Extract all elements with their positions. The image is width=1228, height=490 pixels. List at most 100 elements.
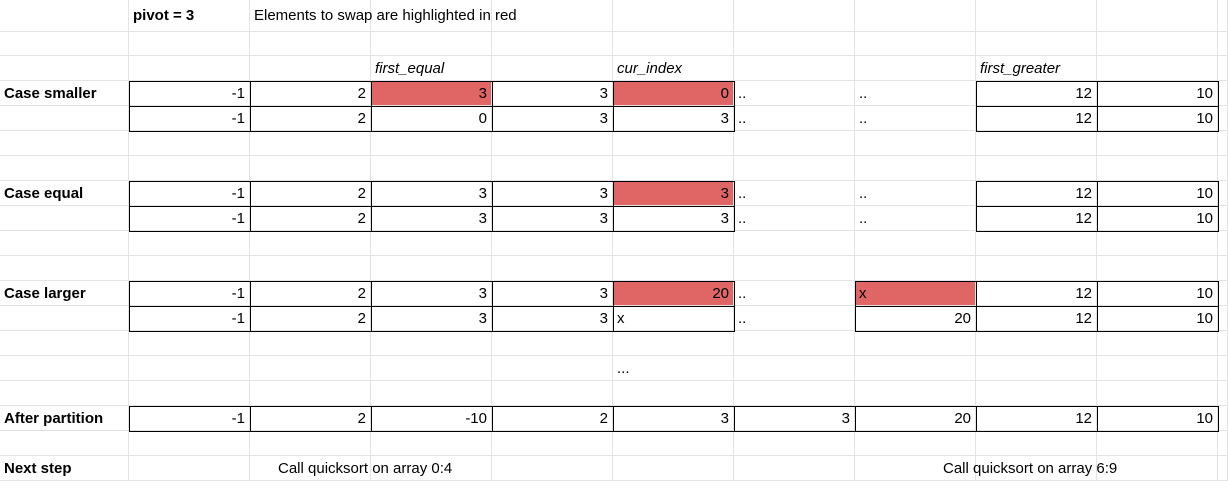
array-cell[interactable]: 2 bbox=[250, 206, 371, 231]
grid-cell[interactable] bbox=[613, 256, 734, 281]
array-cell[interactable]: 10 bbox=[1097, 181, 1218, 206]
array-cell[interactable]: -1 bbox=[129, 81, 250, 106]
grid-cell[interactable] bbox=[492, 131, 613, 156]
grid-cell[interactable] bbox=[734, 56, 855, 81]
ellipsis-cell[interactable]: .. bbox=[734, 281, 855, 306]
case-label[interactable]: Case smaller bbox=[0, 81, 129, 106]
grid-cell[interactable] bbox=[1218, 0, 1228, 32]
grid-cell[interactable] bbox=[613, 231, 734, 256]
grid-cell[interactable] bbox=[1218, 456, 1228, 481]
cur-index-marker[interactable]: cur_index bbox=[613, 56, 734, 81]
grid-cell[interactable] bbox=[492, 331, 613, 356]
grid-cell[interactable] bbox=[976, 456, 1097, 481]
grid-cell[interactable] bbox=[1097, 156, 1218, 181]
grid-cell[interactable] bbox=[613, 456, 734, 481]
grid-cell[interactable] bbox=[1097, 331, 1218, 356]
array-cell[interactable]: 3 bbox=[613, 406, 734, 431]
swap-highlight-cell[interactable]: 20 bbox=[613, 281, 734, 306]
grid-cell[interactable] bbox=[250, 431, 371, 456]
grid-cell[interactable] bbox=[976, 32, 1097, 56]
grid-cell[interactable] bbox=[855, 381, 976, 406]
grid-cell[interactable] bbox=[1218, 56, 1228, 81]
array-cell[interactable]: 3 bbox=[613, 106, 734, 131]
ellipsis-cell[interactable]: .. bbox=[734, 106, 855, 131]
grid-cell[interactable] bbox=[976, 131, 1097, 156]
grid-cell[interactable] bbox=[0, 56, 129, 81]
grid-cell[interactable] bbox=[129, 356, 250, 381]
grid-cell[interactable] bbox=[250, 131, 371, 156]
array-cell[interactable]: 3 bbox=[492, 81, 613, 106]
grid-cell[interactable] bbox=[250, 156, 371, 181]
grid-cell[interactable] bbox=[613, 331, 734, 356]
grid-cell[interactable] bbox=[613, 381, 734, 406]
grid-cell[interactable] bbox=[250, 56, 371, 81]
after-partition-label[interactable]: After partition bbox=[0, 406, 129, 431]
array-cell[interactable]: 2 bbox=[250, 106, 371, 131]
array-cell[interactable]: -10 bbox=[371, 406, 492, 431]
grid-cell[interactable] bbox=[371, 256, 492, 281]
grid-cell[interactable] bbox=[734, 156, 855, 181]
case-label[interactable]: Case equal bbox=[0, 181, 129, 206]
grid-cell[interactable] bbox=[492, 32, 613, 56]
array-cell[interactable]: 3 bbox=[492, 281, 613, 306]
array-cell[interactable]: 20 bbox=[855, 306, 976, 331]
grid-cell[interactable] bbox=[371, 131, 492, 156]
grid-cell[interactable] bbox=[250, 381, 371, 406]
grid-cell[interactable] bbox=[371, 32, 492, 56]
array-cell[interactable]: 3 bbox=[371, 206, 492, 231]
grid-cell[interactable] bbox=[129, 131, 250, 156]
grid-cell[interactable] bbox=[734, 131, 855, 156]
grid-cell[interactable] bbox=[976, 0, 1097, 32]
array-cell[interactable]: 2 bbox=[250, 306, 371, 331]
array-cell[interactable]: 3 bbox=[492, 306, 613, 331]
array-cell[interactable]: 10 bbox=[1097, 106, 1218, 131]
array-cell[interactable]: 12 bbox=[976, 181, 1097, 206]
array-cell[interactable]: 12 bbox=[976, 281, 1097, 306]
grid-cell[interactable] bbox=[129, 156, 250, 181]
grid-cell[interactable] bbox=[1218, 32, 1228, 56]
grid-cell[interactable] bbox=[492, 231, 613, 256]
array-cell[interactable]: 12 bbox=[976, 81, 1097, 106]
grid-cell[interactable] bbox=[734, 256, 855, 281]
grid-cell[interactable] bbox=[0, 106, 129, 131]
grid-cell[interactable] bbox=[492, 381, 613, 406]
highlight-note[interactable]: Elements to swap are highlighted in red bbox=[250, 0, 517, 32]
grid-cell[interactable] bbox=[734, 431, 855, 456]
grid-cell[interactable] bbox=[855, 56, 976, 81]
grid-cell[interactable] bbox=[0, 131, 129, 156]
grid-cell[interactable] bbox=[613, 131, 734, 156]
grid-cell[interactable] bbox=[1218, 431, 1228, 456]
grid-cell[interactable] bbox=[1097, 32, 1218, 56]
grid-cell[interactable] bbox=[0, 206, 129, 231]
first-equal-marker[interactable]: first_equal bbox=[371, 56, 492, 81]
grid-cell[interactable] bbox=[492, 156, 613, 181]
array-cell[interactable]: 3 bbox=[371, 306, 492, 331]
grid-cell[interactable] bbox=[855, 156, 976, 181]
grid-cell[interactable] bbox=[1218, 81, 1228, 106]
grid-cell[interactable] bbox=[1218, 281, 1228, 306]
array-cell[interactable]: -1 bbox=[129, 181, 250, 206]
grid-cell[interactable] bbox=[492, 456, 613, 481]
grid-cell[interactable] bbox=[976, 381, 1097, 406]
grid-cell[interactable] bbox=[1218, 306, 1228, 331]
array-cell[interactable]: 20 bbox=[855, 406, 976, 431]
grid-cell[interactable] bbox=[0, 156, 129, 181]
grid-cell[interactable] bbox=[1097, 231, 1218, 256]
array-cell[interactable]: 12 bbox=[976, 206, 1097, 231]
ellipsis-cell[interactable]: .. bbox=[855, 206, 976, 231]
array-cell[interactable]: 2 bbox=[250, 81, 371, 106]
grid-cell[interactable] bbox=[734, 331, 855, 356]
swap-highlight-cell[interactable]: 3 bbox=[613, 181, 734, 206]
grid-cell[interactable] bbox=[1097, 431, 1218, 456]
array-cell[interactable]: 3 bbox=[492, 106, 613, 131]
grid-cell[interactable] bbox=[129, 331, 250, 356]
array-cell[interactable]: -1 bbox=[129, 281, 250, 306]
grid-cell[interactable] bbox=[1097, 56, 1218, 81]
grid-cell[interactable] bbox=[855, 131, 976, 156]
array-cell[interactable]: 12 bbox=[976, 106, 1097, 131]
array-cell[interactable]: 10 bbox=[1097, 81, 1218, 106]
grid-cell[interactable] bbox=[1218, 131, 1228, 156]
grid-cell[interactable] bbox=[1218, 106, 1228, 131]
array-cell[interactable]: -1 bbox=[129, 406, 250, 431]
grid-cell[interactable] bbox=[0, 431, 129, 456]
